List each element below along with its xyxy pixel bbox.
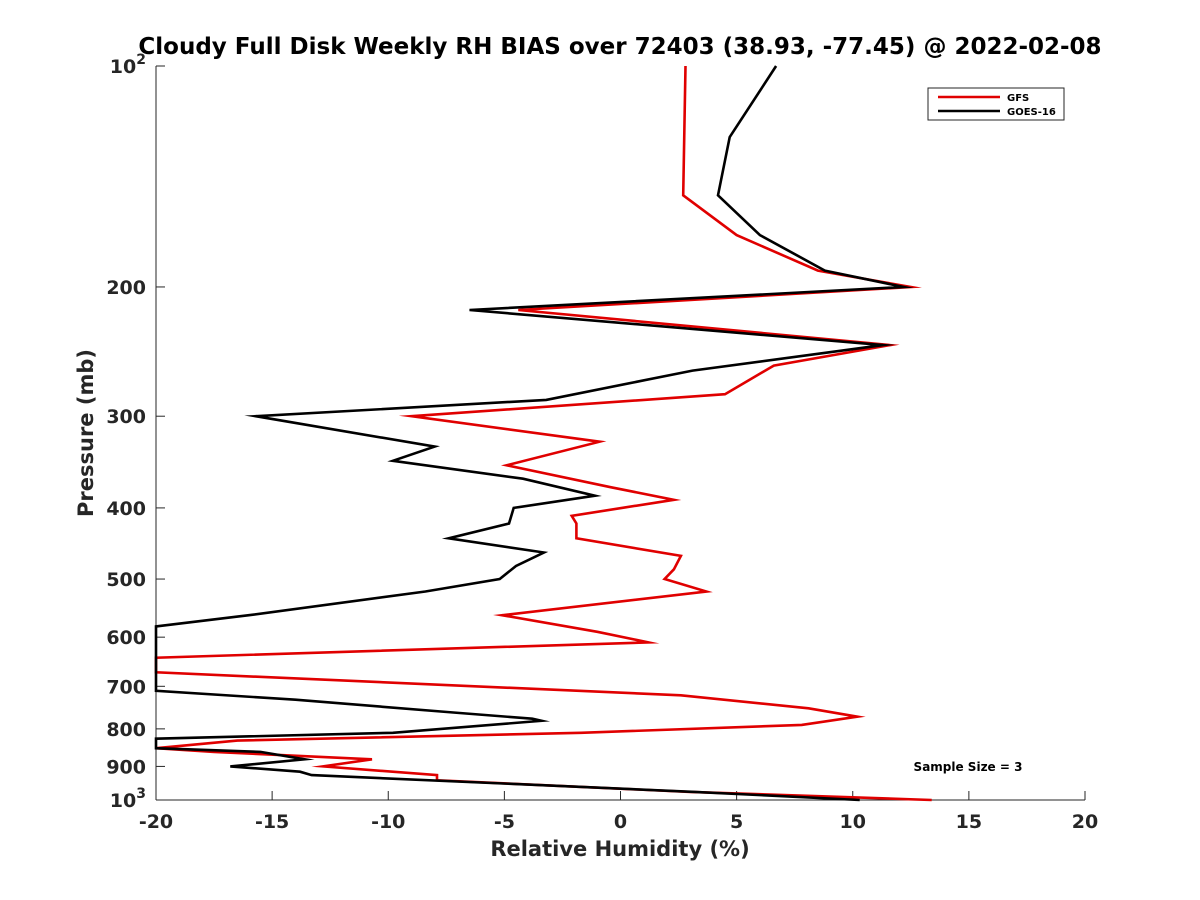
y-tick-label: 200	[106, 277, 146, 299]
x-tick-label: -20	[139, 811, 173, 833]
y-tick-label: 700	[106, 676, 146, 698]
series-line-goes-16	[154, 65, 914, 802]
sample-size-annotation: Sample Size = 3	[914, 760, 1023, 774]
y-tick-label: 800	[106, 719, 146, 741]
legend: GFS GOES-16	[927, 87, 1065, 121]
x-axis-ticks: -20 -15 -10 -5 0 5 10 15 20	[139, 791, 1098, 833]
x-axis-label: Relative Humidity (%)	[490, 837, 749, 861]
x-tick-label: -10	[371, 811, 405, 833]
y-tick-label: 103	[110, 786, 146, 812]
x-tick-label: 15	[956, 811, 982, 833]
legend-label: GOES-16	[1007, 107, 1056, 118]
x-tick-label: 20	[1072, 811, 1098, 833]
x-tick-label: -15	[255, 811, 289, 833]
y-tick-label: 600	[106, 627, 146, 649]
y-axis-label: Pressure (mb)	[74, 349, 98, 517]
y-tick-label: 300	[106, 406, 146, 428]
y-tick-label: 900	[106, 756, 146, 778]
plot-area: -20 -15 -10 -5 0 5 10 15 20 102 200 300 400 500 600 70…	[106, 52, 1098, 833]
chart-title: Cloudy Full Disk Weekly RH BIAS over 724…	[138, 34, 1101, 60]
x-tick-label: 10	[840, 811, 866, 833]
x-tick-label: 0	[614, 811, 627, 833]
legend-label: GFS	[1007, 93, 1029, 104]
x-tick-label: -5	[494, 811, 515, 833]
series-group	[154, 65, 932, 802]
y-tick-label: 400	[106, 498, 146, 520]
x-tick-label: 5	[730, 811, 743, 833]
y-axis-ticks: 102 200 300 400 500 600 700 800 900 103	[106, 52, 165, 812]
y-tick-label: 102	[110, 52, 146, 78]
legend-box	[927, 87, 1065, 121]
y-tick-label: 500	[106, 569, 146, 591]
series-line-gfs	[154, 65, 932, 802]
